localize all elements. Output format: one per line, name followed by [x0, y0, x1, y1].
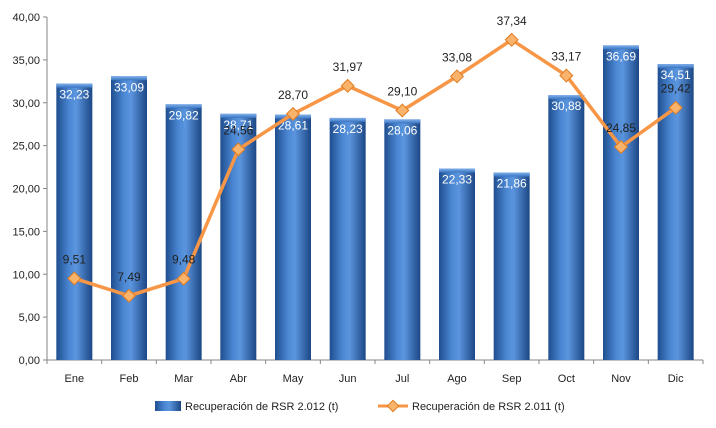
- bar-top-highlight: [329, 117, 366, 122]
- line-marker: [121, 288, 137, 303]
- y-tick-label: 5,00: [19, 312, 40, 324]
- bar-data-label: 33,09: [114, 80, 144, 94]
- y-axis: 0,00 5,00 10,00 15,00 20,00 25,00 30,00 35,00 40…: [12, 12, 48, 367]
- legend-label-2011: Recuperación de RSR 2.011 (t): [412, 401, 565, 413]
- y-tick-label: 15,00: [12, 226, 40, 238]
- line-data-label: 9,48: [172, 253, 196, 267]
- x-tick-label: Jul: [395, 373, 409, 385]
- bar: [56, 83, 93, 360]
- line-data-label: 29,10: [387, 84, 417, 98]
- y-tick-label: 25,00: [12, 141, 40, 153]
- line-data-label: 33,08: [442, 50, 472, 64]
- x-tick-label: Mar: [174, 373, 193, 385]
- bar: [603, 45, 639, 361]
- y-tick-label: 20,00: [12, 184, 40, 196]
- bar-data-label: 32,23: [59, 88, 89, 102]
- x-tick-label: Ago: [447, 373, 467, 385]
- line-data-label: 31,97: [333, 60, 363, 74]
- line-data-label: 37,34: [497, 14, 527, 28]
- legend-label-2012: Recuperación de RSR 2.012 (t): [185, 401, 338, 413]
- bar-top-highlight: [439, 168, 475, 173]
- y-tick-label: 0,00: [19, 355, 40, 367]
- bar-data-label: 28,23: [333, 122, 363, 136]
- bar: [439, 168, 475, 360]
- line-marker: [504, 32, 519, 47]
- x-tick-label: Sep: [502, 373, 522, 385]
- line-data-label: 24,85: [606, 121, 636, 135]
- line-data-label: 7,49: [117, 270, 141, 284]
- line-data-label: 33,17: [551, 50, 581, 64]
- line-data-label: 29,42: [661, 82, 691, 96]
- bar-top-highlight: [220, 113, 257, 118]
- line-marker: [67, 271, 82, 286]
- legend: Recuperación de RSR 2.012 (t) Recuperaci…: [155, 399, 565, 413]
- x-tick-label: Ene: [65, 373, 85, 385]
- bar-top-highlight: [111, 76, 147, 81]
- line-marker: [559, 68, 574, 83]
- line-data-labels: 9,51 7,49 9,48 24,56 28,70 31,97 29,10 33,08 37,…: [63, 14, 691, 284]
- bar-data-label: 34,51: [661, 68, 691, 82]
- x-tick-label: May: [283, 373, 304, 385]
- legend-swatch-2012: [155, 401, 181, 411]
- x-tick-label: Abr: [230, 373, 247, 385]
- bar-data-label: 21,86: [497, 177, 527, 191]
- bar-top-highlight: [603, 45, 639, 50]
- line-marker: [285, 106, 301, 121]
- x-axis: Ene Feb Mar Abr May Jun Jul Ago Sep Oct Nov Dic: [46, 359, 704, 385]
- bar-data-label: 29,82: [169, 108, 199, 122]
- y-tick-label: 30,00: [12, 98, 40, 110]
- x-tick-label: Feb: [120, 373, 139, 385]
- bar-top-highlight: [384, 119, 421, 124]
- line-data-label: 28,70: [278, 88, 308, 102]
- y-tick-label: 35,00: [12, 55, 40, 67]
- bar: [384, 119, 421, 360]
- bar: [165, 104, 202, 360]
- bar: [111, 76, 147, 361]
- line-marker: [449, 69, 465, 84]
- bar-top-highlight: [56, 83, 93, 88]
- line-marker: [340, 78, 355, 93]
- bar-data-label: 30,88: [551, 99, 581, 113]
- line-marker: [613, 139, 629, 154]
- bar: [548, 95, 585, 360]
- bar-top-highlight: [548, 95, 585, 100]
- bar: [275, 114, 311, 360]
- x-tick-label: Jun: [339, 373, 357, 385]
- bar-data-label: 36,69: [606, 49, 636, 63]
- x-tick-label: Oct: [558, 373, 575, 385]
- bar-top-highlight: [657, 64, 694, 69]
- x-tick-label: Dic: [668, 373, 684, 385]
- bar-data-labels: 32,23 33,09 29,82 28,71 28,61 28,23 28,06 22,33…: [59, 49, 691, 190]
- x-tick-label: Nov: [611, 373, 631, 385]
- y-tick-label: 10,00: [12, 269, 40, 281]
- legend-swatch-2011-marker: [386, 399, 400, 413]
- line-marker: [668, 100, 683, 115]
- y-tick-label: 40,00: [12, 12, 40, 24]
- bar-data-label: 28,06: [387, 123, 417, 137]
- line-series-2011: [67, 32, 683, 303]
- bar-top-highlight: [493, 172, 530, 177]
- bar-top-highlight: [165, 104, 202, 109]
- bar-series-2012: [56, 45, 694, 361]
- line-data-label: 24,56: [223, 123, 253, 137]
- bar-data-label: 28,71: [223, 118, 253, 132]
- line-marker: [231, 142, 246, 157]
- bar: [329, 117, 366, 360]
- bar: [493, 172, 530, 360]
- line-marker: [395, 103, 410, 118]
- line-path: [73, 38, 677, 298]
- line-marker: [176, 271, 191, 286]
- bar-data-label: 28,61: [278, 119, 308, 133]
- bar-data-label: 22,33: [442, 173, 472, 187]
- line-data-label: 9,51: [63, 252, 87, 266]
